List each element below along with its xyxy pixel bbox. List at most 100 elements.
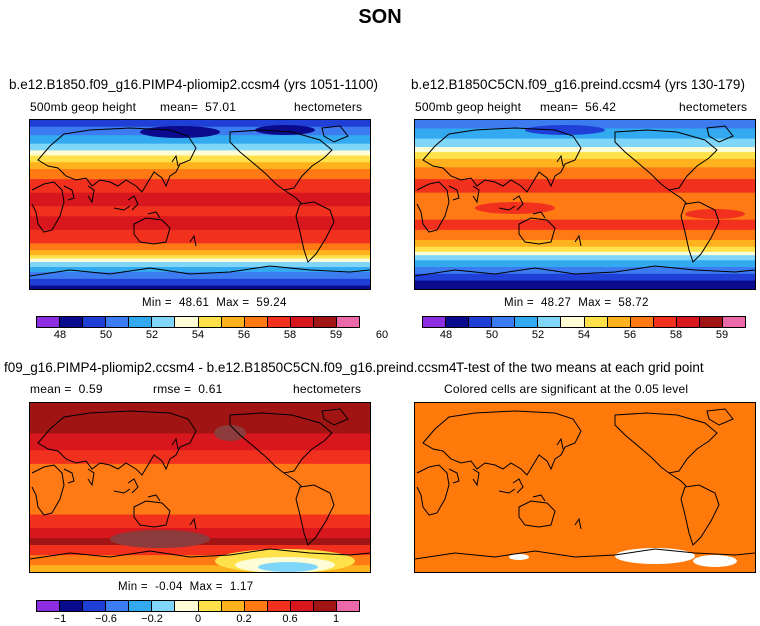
colorbar-swatch <box>221 317 245 327</box>
colorbar-swatch <box>290 601 314 611</box>
colorbar-tick-label: 48 <box>439 329 453 341</box>
panel1-variable: 500mb geop height <box>30 100 137 114</box>
zonal-band <box>30 403 370 434</box>
zonal-band <box>415 229 755 241</box>
colorbar-swatch <box>446 317 470 327</box>
colorbar-tick-label: 60 <box>375 329 389 341</box>
colorbar-tick-label: 50 <box>485 329 499 341</box>
zonal-band <box>415 152 755 160</box>
colorbar-tick-label: 52 <box>531 329 545 341</box>
colorbar-swatch <box>313 317 338 327</box>
zonal-band <box>415 167 755 180</box>
zonal-band <box>30 463 370 516</box>
zonal-band <box>415 138 755 148</box>
colorbar-tick-label: 48 <box>53 329 67 341</box>
panel3-units: hectometers <box>293 382 362 396</box>
zonal-band <box>30 250 370 256</box>
zonal-band <box>30 514 370 529</box>
panel3-title: f09_g16.PIMP4-pliomip2.ccsm4 - b.e12.B18… <box>4 360 457 375</box>
zonal-band <box>30 565 370 572</box>
colorbar-swatch <box>175 317 199 327</box>
zonal-band <box>30 243 370 251</box>
panel2-mean: mean= 56.42 <box>540 100 617 114</box>
colorbar-tick-label: 58 <box>283 329 297 341</box>
zonal-band <box>30 143 370 151</box>
colorbar-tick-label: 52 <box>145 329 159 341</box>
low-center <box>525 125 605 135</box>
zonal-band <box>30 267 370 273</box>
zonal-band <box>415 158 755 168</box>
colorbar-swatch <box>653 317 677 327</box>
colorbar-swatch <box>290 317 314 327</box>
colorbar-swatch <box>313 601 338 611</box>
colorbar-swatch <box>244 317 268 327</box>
zonal-band <box>30 278 370 287</box>
colorbar-tick-label: 59 <box>715 329 729 341</box>
colorbar-tick-label: 58 <box>669 329 683 341</box>
colorbar-swatch <box>60 317 84 327</box>
map-svg <box>30 403 370 572</box>
panel2-units: hectometers <box>679 100 748 114</box>
colorbar-swatch <box>198 601 222 611</box>
zonal-band <box>30 528 370 539</box>
colorbar-swatch <box>129 317 153 327</box>
panel1-units: hectometers <box>294 100 363 114</box>
panel1-mean: mean= 57.01 <box>160 100 237 114</box>
page-title: SON <box>358 6 402 28</box>
colorbar-swatch <box>723 317 746 327</box>
colorbar-tick-label: 59 <box>329 329 343 341</box>
colorbar-swatch <box>152 317 176 327</box>
zonal-band <box>415 147 755 153</box>
map-svg <box>30 120 370 289</box>
colorbar-swatch <box>515 317 539 327</box>
zonal-band <box>415 120 755 129</box>
colorbar-swatch <box>129 601 153 611</box>
high-center <box>475 202 555 214</box>
colorbar-swatch <box>198 317 222 327</box>
colorbar-swatch <box>538 317 562 327</box>
colorbar-swatch <box>83 601 107 611</box>
panel2-variable: 500mb geop height <box>415 100 522 114</box>
colorbar-swatch <box>676 317 700 327</box>
colorbar-swatch <box>83 317 107 327</box>
zonal-band <box>30 555 370 566</box>
colorbar-swatch <box>106 317 130 327</box>
zonal-band <box>30 150 370 156</box>
insignificant-region <box>693 555 737 567</box>
panel3-rmse: rmse = 0.61 <box>153 382 223 396</box>
colorbar-tick-label: 0 <box>194 613 202 625</box>
zonal-band <box>30 229 370 244</box>
colorbar-swatch <box>492 317 516 327</box>
colorbar-tick-label: 0.2 <box>236 613 252 625</box>
panel4-subtitle: Colored cells are significant at the 0.0… <box>444 382 689 396</box>
zonal-band <box>415 267 755 275</box>
colorbar-swatch <box>37 601 61 611</box>
max-anomaly <box>110 530 210 548</box>
colorbar-swatch <box>337 601 360 611</box>
colorbar-swatch <box>175 601 199 611</box>
zonal-band <box>30 258 370 263</box>
colorbar-swatch <box>699 317 724 327</box>
colorbar-tick-label: 1 <box>332 613 340 625</box>
insignificant-region <box>615 548 695 564</box>
zonal-band <box>30 135 370 145</box>
panel4-map <box>414 402 756 573</box>
colorbar-tick-label: −0.6 <box>95 613 117 625</box>
colorbar-swatch <box>561 317 585 327</box>
zonal-band <box>30 120 370 128</box>
zonal-band <box>30 155 370 163</box>
colorbar-tick-label: −1 <box>53 613 67 625</box>
panel1-title: b.e12.B1850.f09_g16.PIMP4-pliomip2.ccsm4… <box>9 77 378 92</box>
colorbar-swatch <box>267 601 291 611</box>
zonal-band <box>30 192 370 207</box>
zonal-band <box>415 179 755 194</box>
map-svg <box>415 120 755 289</box>
map-svg <box>415 403 755 572</box>
high-center <box>685 209 745 219</box>
colorbar-swatch <box>221 601 245 611</box>
colorbar-swatch <box>60 601 84 611</box>
low-center <box>255 125 315 135</box>
panel1-colorbar <box>36 316 360 328</box>
colorbar-swatch <box>106 601 130 611</box>
panel2-map <box>414 119 756 290</box>
